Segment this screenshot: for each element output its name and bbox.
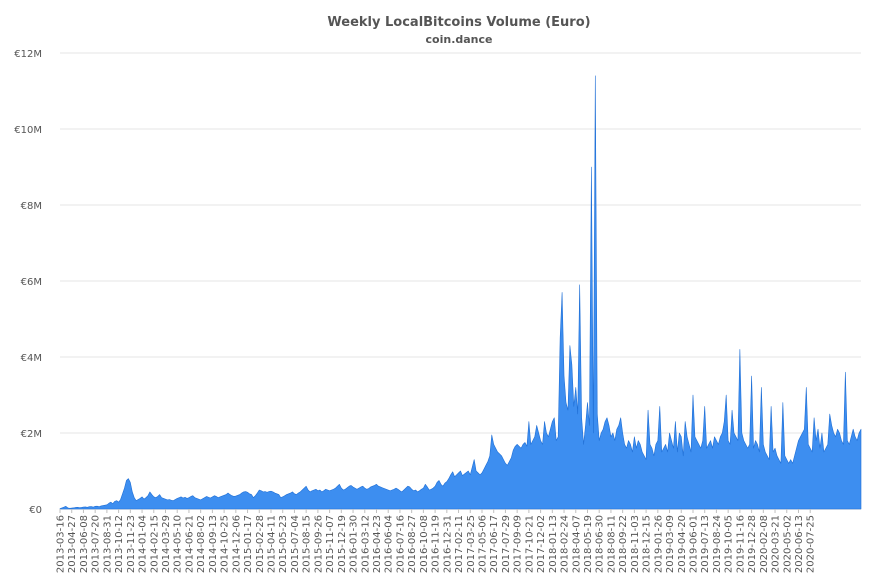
y-tick-label: €2M — [21, 429, 42, 440]
x-tick-label: 2015-01-17 — [243, 515, 254, 573]
x-tick-label: 2018-09-22 — [618, 515, 629, 573]
x-tick-label: 2019-08-24 — [712, 515, 723, 573]
x-tick-label: 2017-09-09 — [513, 515, 524, 573]
x-tick-label: 2017-06-17 — [489, 515, 500, 573]
x-tick-label: 2014-01-04 — [138, 515, 149, 573]
chart-subtitle: coin.dance — [426, 33, 493, 46]
x-tick-label: 2016-04-23 — [372, 515, 383, 573]
x-tick-label: 2020-07-25 — [806, 515, 817, 573]
y-axis: €0 €2M €4M €6M €8M €10M €12M — [14, 49, 42, 516]
x-tick-label: 2014-05-10 — [173, 515, 184, 573]
x-tick-label: 2016-03-12 — [360, 515, 371, 573]
x-tick-label: 2020-03-21 — [771, 515, 782, 573]
x-tick-label: 2013-03-16 — [56, 515, 67, 573]
x-tick-label: 2013-08-31 — [102, 515, 113, 573]
x-tick-label: 2018-12-15 — [642, 515, 653, 573]
x-tick-label: 2017-12-02 — [536, 515, 547, 573]
y-tick-label: €12M — [14, 49, 42, 60]
x-tick-label: 2019-12-28 — [747, 515, 758, 573]
x-tick-label: 2014-10-25 — [220, 515, 231, 573]
x-tick-label: 2016-10-08 — [419, 515, 430, 573]
x-tick-label: 2016-07-16 — [395, 515, 406, 573]
x-tick-label: 2018-01-13 — [548, 515, 559, 573]
x-tick-label: 2017-10-21 — [524, 515, 535, 573]
x-tick-label: 2018-02-24 — [560, 515, 571, 573]
x-tick-label: 2019-03-09 — [665, 515, 676, 573]
y-tick-label: €6M — [21, 277, 42, 288]
x-tick-label: 2018-04-07 — [571, 515, 582, 573]
x-tick-label: 2020-02-08 — [759, 515, 770, 573]
x-tick-label: 2019-06-01 — [688, 515, 699, 573]
x-tick-label: 2015-05-23 — [278, 515, 289, 573]
x-tick-label: 2013-11-23 — [126, 515, 137, 573]
x-tick-label: 2016-11-19 — [431, 515, 442, 573]
x-tick-label: 2019-01-26 — [653, 515, 664, 573]
x-tick-label: 2016-12-31 — [442, 515, 453, 573]
x-tick-label: 2018-05-19 — [583, 515, 594, 573]
x-tick-label: 2015-08-15 — [302, 515, 313, 573]
x-tick-label: 2019-07-13 — [700, 515, 711, 573]
x-tick-label: 2015-12-19 — [337, 515, 348, 573]
x-tick-label: 2014-03-29 — [161, 515, 172, 573]
x-tick-label: 2015-02-28 — [255, 515, 266, 573]
x-tick-label: 2017-02-11 — [454, 515, 465, 573]
x-tick-label: 2017-03-25 — [466, 515, 477, 573]
y-tick-label: €0 — [29, 505, 42, 516]
x-tick-label: 2014-12-06 — [231, 515, 242, 573]
x-tick-label: 2019-04-20 — [677, 515, 688, 573]
x-tick-label: 2016-08-27 — [407, 515, 418, 573]
x-tick-label: 2016-01-30 — [349, 515, 360, 573]
x-tick-label: 2017-07-29 — [501, 515, 512, 573]
y-tick-label: €10M — [14, 125, 42, 136]
x-tick-label: 2018-06-30 — [595, 515, 606, 573]
x-tick-label: 2013-06-08 — [79, 515, 90, 573]
series-area — [59, 75, 862, 510]
x-tick-label: 2020-05-02 — [782, 515, 793, 573]
x-tick-label: 2016-06-04 — [384, 515, 395, 573]
x-tick-label: 2017-05-06 — [477, 515, 488, 573]
x-tick-label: 2015-11-07 — [325, 515, 336, 573]
x-tick-label: 2018-11-03 — [630, 515, 641, 573]
area-layer — [59, 75, 862, 510]
x-tick-label: 2015-09-26 — [313, 515, 324, 573]
x-tick-label: 2014-02-15 — [149, 515, 160, 573]
grid-layer — [60, 52, 861, 510]
x-tick-label: 2014-06-21 — [184, 515, 195, 573]
y-tick-label: €4M — [21, 353, 42, 364]
x-tick-label: 2019-10-05 — [724, 515, 735, 573]
x-tick-label: 2018-08-11 — [606, 515, 617, 573]
x-axis: 2013-03-16 2013-04-27 2013-06-08 2013-07-20… — [56, 509, 817, 573]
x-tick-label: 2014-08-02 — [196, 515, 207, 573]
x-tick-label: 2019-11-16 — [735, 515, 746, 573]
x-tick-label: 2015-07-04 — [290, 515, 301, 573]
x-tick-label: 2015-04-11 — [266, 515, 277, 573]
x-tick-label: 2013-07-20 — [91, 515, 102, 573]
x-tick-label: 2013-10-12 — [114, 515, 125, 573]
y-tick-label: €8M — [21, 201, 42, 212]
chart-title: Weekly LocalBitcoins Volume (Euro) — [327, 15, 590, 30]
x-tick-label: 2013-04-27 — [67, 515, 78, 573]
x-tick-label: 2014-09-13 — [208, 515, 219, 573]
x-tick-label: 2020-06-13 — [794, 515, 805, 573]
